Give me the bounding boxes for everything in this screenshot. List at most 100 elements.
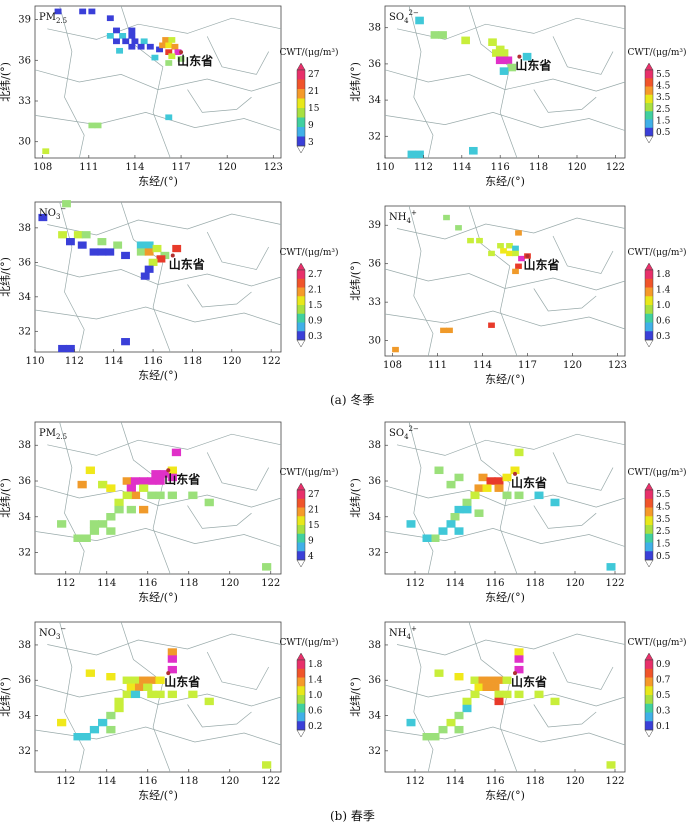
cwt-cell xyxy=(440,327,447,334)
cwt-cell xyxy=(446,480,456,489)
boundary-line xyxy=(206,36,270,75)
colorbar-segment xyxy=(645,278,653,288)
boundary-line xyxy=(187,505,252,529)
x-tick-label: 122 xyxy=(262,356,281,367)
cwt-cell xyxy=(155,690,165,699)
colorbar-cap xyxy=(296,62,306,71)
colorbar-tick-label: 3 xyxy=(308,138,314,148)
colorbar-tick-label: 1.8 xyxy=(308,660,323,670)
x-tick-label: 108 xyxy=(33,162,52,173)
x-axis-label: 东经/(°) xyxy=(138,369,178,382)
colorbar-tick-label: 0.3 xyxy=(656,707,671,717)
cwt-cell xyxy=(204,697,214,706)
cwt-cell xyxy=(462,697,472,706)
colorbar-segment xyxy=(297,117,305,128)
colorbar-tick-label: 4.5 xyxy=(656,502,671,512)
cwt-cell xyxy=(128,43,136,50)
cwt-cell xyxy=(262,563,272,571)
species-label: NH4+ xyxy=(389,625,417,641)
x-axis-label: 东经/(°) xyxy=(138,591,178,604)
cwt-cell xyxy=(38,213,48,222)
colorbar-segment xyxy=(297,695,305,705)
cwt-cell xyxy=(139,477,149,485)
cwt-cell xyxy=(422,733,432,741)
cwt-cell xyxy=(488,250,495,257)
colorbar-tick-label: 0.1 xyxy=(656,722,670,732)
colorbar-tick-label: 0.9 xyxy=(308,317,323,327)
cwt-cell xyxy=(98,480,108,489)
cwt-cell xyxy=(512,268,519,275)
y-axis-label: 北纬/(°) xyxy=(349,261,362,301)
colorbar-segment xyxy=(297,98,305,109)
colorbar-tick-label: 9 xyxy=(308,537,314,547)
x-tick-label: 111 xyxy=(428,360,447,371)
cwt-cell xyxy=(438,725,448,734)
city-marker xyxy=(166,468,171,473)
boundary-line xyxy=(59,5,85,159)
x-axis-label: 东经/(°) xyxy=(138,789,178,802)
colorbar-segment xyxy=(297,331,305,341)
colorbar-cap xyxy=(296,339,306,348)
cwt-cell xyxy=(130,477,141,485)
cwt-cell xyxy=(478,676,488,684)
colorbar-cap xyxy=(644,729,654,738)
cwt-cell xyxy=(122,491,132,500)
map-panel: 山东省 SO42− 112 114 116 118 120 122 32 34 36 38 东经/(°)… xyxy=(349,421,686,604)
colorbar-tick-label: 9 xyxy=(308,121,314,131)
cwt-cell xyxy=(478,473,488,482)
colorbar-segment xyxy=(297,721,305,731)
cwt-cell xyxy=(126,484,136,492)
boundary-line xyxy=(552,36,614,75)
colorbar-tick-label: 1.8 xyxy=(656,270,671,280)
cwt-cell xyxy=(415,16,424,25)
y-tick-label: 39 xyxy=(368,220,381,231)
cwt-cell xyxy=(162,37,170,43)
x-tick-label: 114 xyxy=(452,162,471,173)
x-tick-label: 118 xyxy=(525,578,544,589)
x-tick-label: 118 xyxy=(179,578,198,589)
colorbar-tick-label: 0.6 xyxy=(308,707,323,717)
map-panel: 山东省 NH4+ 112 114 116 118 120 122 32 34 36 38 东经/(°) 北… xyxy=(349,621,686,802)
cwt-cell xyxy=(534,491,544,500)
colorbar-segment xyxy=(297,296,305,306)
x-axis-label: 东经/(°) xyxy=(485,373,525,386)
cwt-cell xyxy=(492,49,501,57)
x-tick-label: 122 xyxy=(605,776,624,787)
province-label: 山东省 xyxy=(169,256,205,271)
x-axis-label: 东经/(°) xyxy=(485,175,525,188)
y-tick-label: 32 xyxy=(18,746,31,757)
cwt-cell xyxy=(454,505,464,514)
colorbar-tick-label: 2.5 xyxy=(656,105,671,115)
city-marker xyxy=(517,54,522,59)
cwt-cell xyxy=(462,704,472,713)
plot-frame xyxy=(34,5,282,159)
cwt-cell xyxy=(171,43,179,50)
colorbar-segment xyxy=(297,322,305,332)
cwt-cell xyxy=(97,238,107,246)
cwt-cell xyxy=(140,272,150,280)
cwt-cell xyxy=(502,491,512,500)
cwt-cell xyxy=(518,255,525,262)
colorbar-segment xyxy=(297,542,305,552)
x-tick-label: 118 xyxy=(529,162,548,173)
cwt-cell xyxy=(462,498,472,507)
colorbar-frame xyxy=(296,69,306,147)
x-tick-label: 116 xyxy=(138,776,157,787)
y-tick-label: 32 xyxy=(368,548,381,559)
y-tick-label: 33 xyxy=(18,96,31,107)
cwt-cell xyxy=(89,520,100,528)
colorbar-cap xyxy=(644,62,654,71)
cwt-cell xyxy=(114,505,124,514)
y-tick-label: 36 xyxy=(18,55,31,66)
y-tick-label: 38 xyxy=(18,640,31,651)
colorbar-segment xyxy=(297,677,305,687)
cwt-cell xyxy=(392,346,399,353)
cwt-cell xyxy=(171,448,182,457)
colorbar-tick-label: 1.5 xyxy=(656,116,671,126)
colorbar-segment xyxy=(645,695,653,705)
cwt-cell xyxy=(462,505,472,514)
cwt-cell xyxy=(486,676,496,684)
boundary-line xyxy=(468,421,518,575)
colorbar-segment xyxy=(297,516,305,526)
x-tick-label: 108 xyxy=(383,360,402,371)
